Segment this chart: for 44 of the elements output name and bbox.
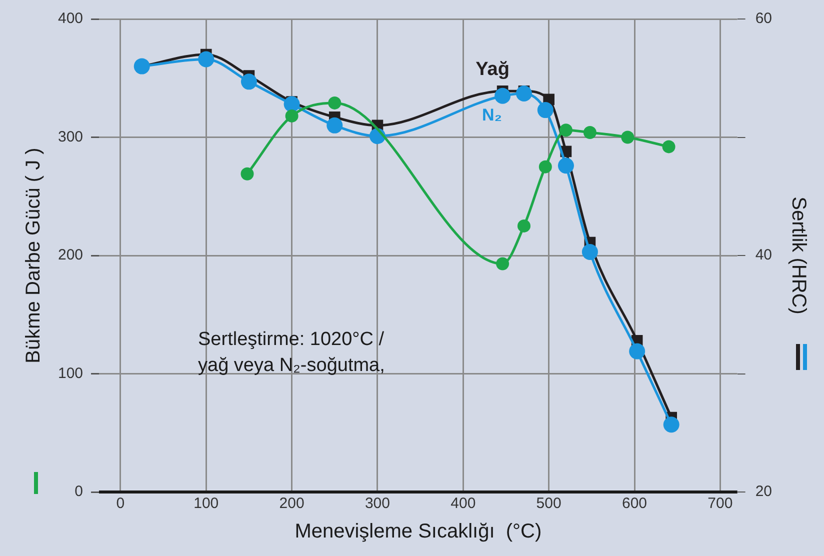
point bbox=[558, 158, 574, 174]
point bbox=[629, 343, 646, 360]
point bbox=[326, 117, 343, 134]
point bbox=[663, 416, 680, 433]
x-tick-label: 100 bbox=[194, 495, 219, 512]
point bbox=[582, 244, 598, 260]
point bbox=[198, 51, 214, 68]
point bbox=[328, 96, 342, 110]
x-tick-label: 600 bbox=[622, 495, 648, 512]
y2-tick-label: 40 bbox=[755, 246, 772, 264]
y-tick-label: 400 bbox=[58, 10, 84, 28]
x-tick-label: 300 bbox=[364, 495, 390, 512]
point bbox=[496, 257, 510, 270]
x-tick-label: 700 bbox=[708, 495, 733, 512]
y-tick-label: 300 bbox=[58, 128, 84, 146]
point bbox=[662, 140, 676, 154]
point bbox=[494, 88, 511, 104]
point bbox=[240, 167, 254, 180]
x-tick-label: 0 bbox=[116, 495, 125, 512]
y2-axis-title: Sertlik (HRC) bbox=[787, 196, 810, 314]
x-axis-title: Menevişleme Sıcaklığı (°C) bbox=[294, 520, 542, 543]
series-label: N₂ bbox=[482, 106, 502, 125]
point bbox=[516, 86, 532, 102]
x-tick-label: 400 bbox=[450, 495, 476, 512]
point bbox=[538, 160, 552, 174]
point bbox=[537, 102, 554, 118]
point bbox=[559, 124, 572, 137]
y-tick-label: 0 bbox=[74, 483, 84, 500]
x-tick-label: 500 bbox=[536, 495, 562, 512]
point bbox=[517, 219, 530, 232]
y-tick-label: 100 bbox=[58, 364, 84, 382]
point bbox=[285, 109, 298, 122]
series-label: Yağ bbox=[476, 58, 510, 80]
y2-tick-label: 60 bbox=[755, 10, 772, 28]
y2-tick-label: 20 bbox=[755, 483, 772, 500]
point bbox=[284, 96, 300, 112]
y-axis-title: Bükme Darbe Gücü ( J ) bbox=[22, 148, 45, 364]
point bbox=[240, 74, 257, 90]
point bbox=[134, 58, 150, 74]
x-tick-label: 200 bbox=[279, 495, 304, 512]
point bbox=[583, 126, 596, 140]
point bbox=[621, 130, 634, 144]
y-tick-label: 200 bbox=[58, 246, 84, 264]
annotation: Sertleştirme: 1020°C / yağ veya N₂-soğutma, bbox=[198, 328, 385, 378]
